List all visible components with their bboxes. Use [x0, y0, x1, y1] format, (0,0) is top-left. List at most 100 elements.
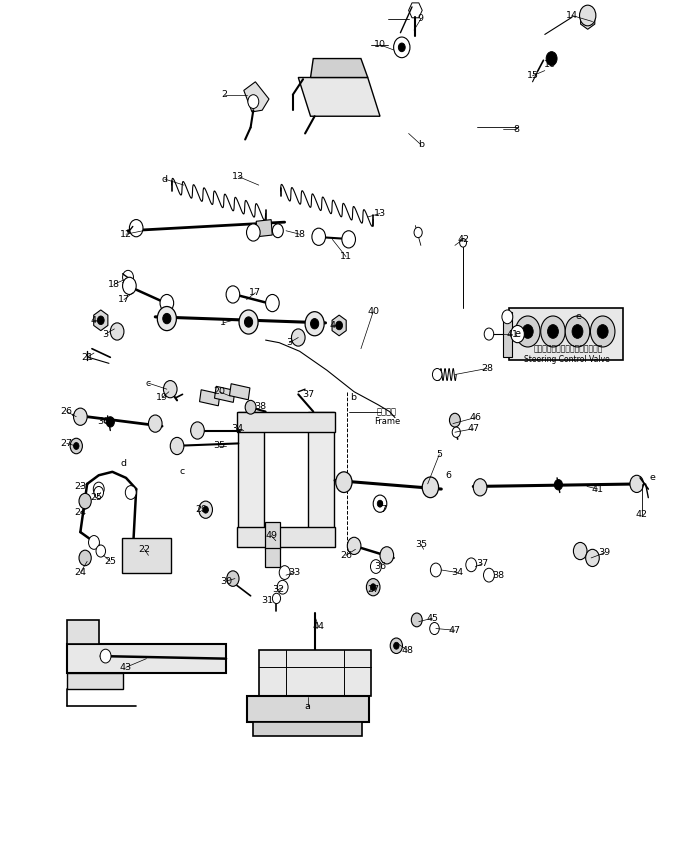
- Text: 27: 27: [367, 585, 379, 594]
- Circle shape: [502, 310, 513, 324]
- Circle shape: [449, 413, 460, 427]
- Text: b: b: [418, 140, 424, 149]
- Text: a: a: [305, 702, 311, 710]
- Circle shape: [460, 238, 466, 247]
- Text: 18: 18: [294, 230, 306, 238]
- Polygon shape: [409, 3, 422, 18]
- Polygon shape: [238, 412, 264, 544]
- Circle shape: [272, 224, 283, 238]
- Text: 35: 35: [415, 540, 427, 548]
- Circle shape: [123, 277, 136, 294]
- Circle shape: [466, 558, 477, 572]
- Bar: [256, 220, 272, 237]
- Text: 22: 22: [138, 545, 151, 554]
- Circle shape: [580, 5, 596, 26]
- Circle shape: [226, 286, 240, 303]
- Circle shape: [248, 95, 259, 108]
- Bar: [265, 522, 280, 549]
- Text: 41: 41: [592, 485, 604, 493]
- Text: 46: 46: [469, 413, 481, 422]
- Circle shape: [70, 438, 82, 454]
- Circle shape: [160, 294, 174, 312]
- Circle shape: [191, 422, 204, 439]
- Circle shape: [414, 227, 422, 238]
- Text: 43: 43: [120, 663, 132, 672]
- Circle shape: [277, 580, 288, 594]
- Text: d: d: [121, 459, 127, 468]
- Polygon shape: [259, 650, 371, 696]
- Text: 4: 4: [330, 321, 335, 330]
- Circle shape: [342, 231, 355, 248]
- Bar: [229, 384, 250, 400]
- Polygon shape: [247, 696, 369, 722]
- Text: 36: 36: [97, 418, 110, 426]
- Text: 20: 20: [213, 387, 225, 396]
- Circle shape: [484, 568, 494, 582]
- Polygon shape: [67, 673, 123, 689]
- Polygon shape: [244, 82, 269, 112]
- Text: 19: 19: [156, 393, 168, 402]
- Text: Frame: Frame: [374, 418, 400, 426]
- Circle shape: [370, 560, 381, 573]
- Text: b: b: [350, 393, 355, 402]
- Circle shape: [279, 566, 290, 579]
- Text: 48: 48: [401, 646, 413, 654]
- Text: 30: 30: [220, 577, 232, 585]
- Circle shape: [430, 563, 441, 577]
- Text: e: e: [650, 474, 655, 482]
- Text: 42: 42: [457, 235, 469, 244]
- Circle shape: [305, 312, 324, 336]
- Polygon shape: [67, 644, 226, 673]
- Circle shape: [390, 638, 402, 653]
- Text: 45: 45: [426, 614, 439, 623]
- Circle shape: [336, 472, 352, 492]
- Text: 32: 32: [272, 585, 284, 594]
- Bar: [200, 390, 220, 406]
- Text: 23: 23: [74, 482, 86, 491]
- Polygon shape: [509, 308, 623, 360]
- Circle shape: [394, 37, 410, 58]
- Circle shape: [157, 307, 176, 331]
- Circle shape: [89, 536, 99, 549]
- Text: 8: 8: [513, 125, 519, 133]
- Text: 37: 37: [476, 560, 488, 568]
- Circle shape: [377, 500, 383, 507]
- Circle shape: [473, 479, 487, 496]
- Circle shape: [239, 310, 258, 334]
- Circle shape: [565, 316, 590, 347]
- Circle shape: [148, 415, 162, 432]
- Text: 1: 1: [221, 319, 226, 327]
- Text: 16: 16: [543, 60, 556, 69]
- Circle shape: [199, 501, 212, 518]
- Text: 4: 4: [91, 316, 97, 325]
- Circle shape: [511, 325, 524, 343]
- Circle shape: [630, 475, 644, 492]
- Circle shape: [546, 52, 557, 65]
- Circle shape: [170, 437, 184, 455]
- Circle shape: [422, 477, 439, 498]
- Bar: [215, 387, 235, 402]
- Polygon shape: [298, 77, 380, 116]
- Circle shape: [247, 224, 260, 241]
- Circle shape: [79, 550, 91, 566]
- Circle shape: [572, 325, 583, 338]
- Text: 2: 2: [222, 90, 227, 99]
- Circle shape: [430, 623, 439, 635]
- Circle shape: [106, 417, 114, 427]
- Circle shape: [163, 313, 171, 324]
- Text: 14: 14: [566, 11, 578, 20]
- Text: 21: 21: [81, 353, 93, 362]
- Circle shape: [516, 316, 540, 347]
- Text: 34: 34: [452, 568, 464, 577]
- Circle shape: [590, 316, 615, 347]
- Text: 6: 6: [445, 471, 451, 480]
- Circle shape: [97, 316, 104, 325]
- Circle shape: [93, 482, 104, 496]
- Circle shape: [203, 506, 208, 513]
- Text: 34: 34: [231, 424, 243, 433]
- Text: 38: 38: [492, 571, 505, 579]
- Circle shape: [312, 228, 326, 245]
- Text: 26: 26: [61, 407, 73, 416]
- Circle shape: [484, 328, 494, 340]
- Circle shape: [266, 294, 279, 312]
